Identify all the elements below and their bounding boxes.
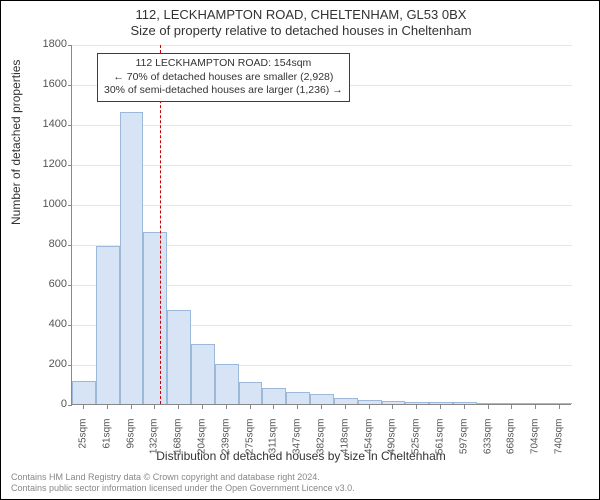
y-tick-mark xyxy=(68,365,72,366)
y-tick-mark xyxy=(68,405,72,406)
histogram-bar xyxy=(548,403,572,404)
x-tick-label: 61sqm xyxy=(101,419,112,459)
x-tick-label: 633sqm xyxy=(482,419,493,459)
histogram-bar xyxy=(524,403,548,404)
annotation-line: 112 LECKHAMPTON ROAD: 154sqm xyxy=(104,57,343,71)
x-tick-label: 490sqm xyxy=(387,419,398,459)
y-axis-label: Number of detached properties xyxy=(9,60,23,225)
x-tick-label: 311sqm xyxy=(268,419,279,459)
histogram-bar xyxy=(262,388,286,404)
x-tick-label: 668sqm xyxy=(506,419,517,459)
y-tick-label: 1200 xyxy=(31,158,67,170)
x-tick-label: 561sqm xyxy=(435,419,446,459)
x-tick-mark xyxy=(131,405,132,409)
x-tick-mark xyxy=(154,405,155,409)
x-tick-mark xyxy=(83,405,84,409)
x-tick-label: 597sqm xyxy=(458,419,469,459)
gridline xyxy=(72,45,572,46)
histogram-bar xyxy=(405,402,429,404)
y-tick-label: 400 xyxy=(31,318,67,330)
x-tick-label: 25sqm xyxy=(77,419,88,459)
histogram-bar xyxy=(286,392,310,404)
histogram-bar xyxy=(191,344,215,404)
title-line-1: 112, LECKHAMPTON ROAD, CHELTENHAM, GL53 … xyxy=(1,7,600,22)
y-tick-label: 1600 xyxy=(31,78,67,90)
x-tick-mark xyxy=(345,405,346,409)
y-tick-label: 0 xyxy=(31,398,67,410)
histogram-bar xyxy=(96,246,120,404)
x-tick-label: 347sqm xyxy=(292,419,303,459)
y-tick-label: 200 xyxy=(31,358,67,370)
x-tick-mark xyxy=(440,405,441,409)
x-tick-mark xyxy=(416,405,417,409)
y-tick-label: 800 xyxy=(31,238,67,250)
x-tick-mark xyxy=(202,405,203,409)
histogram-bar xyxy=(501,403,525,404)
x-tick-mark xyxy=(321,405,322,409)
y-tick-mark xyxy=(68,325,72,326)
gridline xyxy=(72,125,572,126)
annotation-box: 112 LECKHAMPTON ROAD: 154sqm← 70% of det… xyxy=(97,53,350,102)
histogram-bar xyxy=(72,381,96,404)
histogram-bar xyxy=(239,382,263,404)
footer-line-2: Contains public sector information licen… xyxy=(11,483,355,494)
y-tick-mark xyxy=(68,165,72,166)
x-tick-mark xyxy=(178,405,179,409)
x-tick-label: 525sqm xyxy=(411,419,422,459)
chart-container: 112, LECKHAMPTON ROAD, CHELTENHAM, GL53 … xyxy=(0,0,600,500)
histogram-bar xyxy=(143,232,167,404)
annotation-line: ← 70% of detached houses are smaller (2,… xyxy=(104,71,343,85)
title-line-2: Size of property relative to detached ho… xyxy=(1,23,600,38)
x-tick-mark xyxy=(392,405,393,409)
y-tick-mark xyxy=(68,45,72,46)
histogram-bar xyxy=(453,402,477,404)
x-tick-label: 740sqm xyxy=(554,419,565,459)
x-tick-mark xyxy=(488,405,489,409)
histogram-bar xyxy=(429,402,453,404)
y-tick-label: 1000 xyxy=(31,198,67,210)
x-tick-mark xyxy=(369,405,370,409)
y-tick-mark xyxy=(68,205,72,206)
y-tick-mark xyxy=(68,85,72,86)
x-tick-label: 275sqm xyxy=(244,419,255,459)
histogram-bar xyxy=(215,364,239,404)
gridline xyxy=(72,205,572,206)
x-tick-label: 204sqm xyxy=(196,419,207,459)
x-tick-label: 418sqm xyxy=(339,419,350,459)
y-tick-label: 1800 xyxy=(31,38,67,50)
x-tick-mark xyxy=(226,405,227,409)
x-tick-label: 454sqm xyxy=(363,419,374,459)
x-tick-label: 96sqm xyxy=(125,419,136,459)
y-tick-mark xyxy=(68,245,72,246)
x-tick-label: 704sqm xyxy=(530,419,541,459)
y-tick-label: 1400 xyxy=(31,118,67,130)
x-tick-label: 132sqm xyxy=(149,419,160,459)
x-tick-label: 239sqm xyxy=(220,419,231,459)
histogram-bar xyxy=(334,398,358,404)
gridline xyxy=(72,165,572,166)
x-tick-mark xyxy=(273,405,274,409)
y-tick-label: 600 xyxy=(31,278,67,290)
histogram-bar xyxy=(477,403,501,404)
y-tick-mark xyxy=(68,285,72,286)
x-tick-label: 168sqm xyxy=(173,419,184,459)
x-tick-mark xyxy=(559,405,560,409)
histogram-bar xyxy=(120,112,144,404)
x-tick-mark xyxy=(535,405,536,409)
histogram-bar xyxy=(358,400,382,404)
histogram-bar xyxy=(382,401,406,404)
x-tick-mark xyxy=(250,405,251,409)
x-tick-mark xyxy=(297,405,298,409)
annotation-line: 30% of semi-detached houses are larger (… xyxy=(104,84,343,98)
x-tick-mark xyxy=(511,405,512,409)
footer-line-1: Contains HM Land Registry data © Crown c… xyxy=(11,472,355,483)
y-tick-mark xyxy=(68,125,72,126)
histogram-bar xyxy=(167,310,191,404)
footer-attribution: Contains HM Land Registry data © Crown c… xyxy=(11,472,355,494)
x-tick-label: 382sqm xyxy=(316,419,327,459)
x-tick-mark xyxy=(107,405,108,409)
x-tick-mark xyxy=(464,405,465,409)
histogram-bar xyxy=(310,394,334,404)
